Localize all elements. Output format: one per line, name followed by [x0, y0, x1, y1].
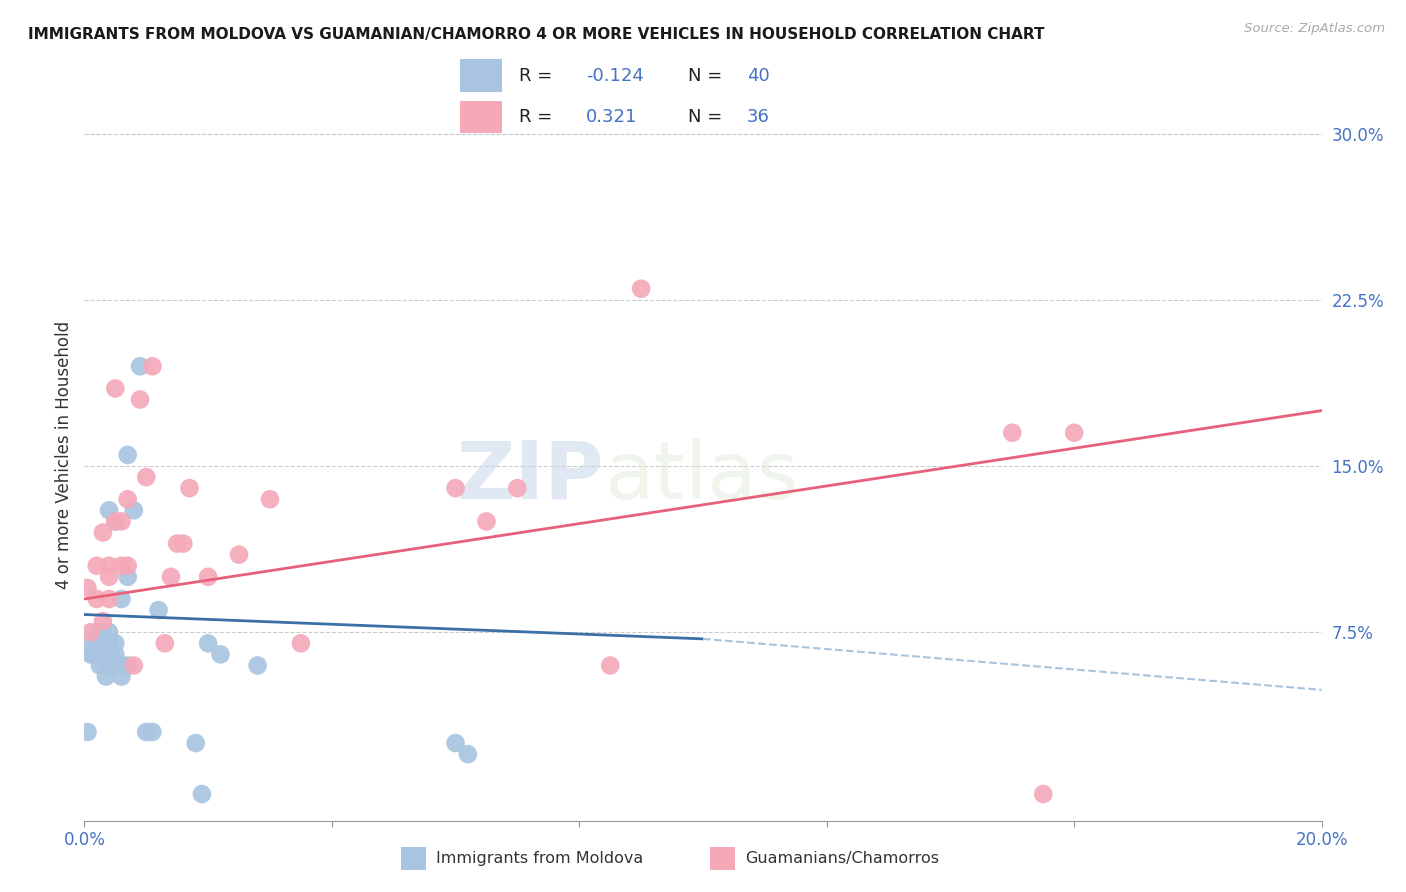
Text: IMMIGRANTS FROM MOLDOVA VS GUAMANIAN/CHAMORRO 4 OR MORE VEHICLES IN HOUSEHOLD CO: IMMIGRANTS FROM MOLDOVA VS GUAMANIAN/CHA…	[28, 27, 1045, 42]
Point	[86, 592, 108, 607]
Point	[129, 392, 152, 407]
Text: ZIP: ZIP	[457, 438, 605, 516]
Point	[117, 492, 139, 507]
Bar	[460, 101, 502, 133]
Point	[259, 492, 281, 507]
Point	[79, 648, 101, 662]
Point	[91, 625, 114, 640]
Point	[141, 725, 163, 739]
Point	[117, 558, 139, 573]
Point	[101, 658, 124, 673]
Point	[1063, 425, 1085, 440]
Point	[148, 603, 170, 617]
Text: atlas: atlas	[605, 438, 799, 516]
Point	[160, 570, 183, 584]
Point	[444, 481, 467, 495]
Point	[506, 481, 529, 495]
Text: R =: R =	[519, 67, 558, 85]
Point	[1001, 425, 1024, 440]
Point	[98, 558, 121, 573]
Point	[122, 503, 145, 517]
Point	[135, 470, 157, 484]
Point	[599, 658, 621, 673]
Point	[457, 747, 479, 761]
Point	[98, 503, 121, 517]
Point	[104, 515, 127, 529]
Text: N =: N =	[688, 109, 727, 127]
Text: 0.321: 0.321	[586, 109, 638, 127]
Point	[91, 632, 114, 646]
Point	[110, 558, 132, 573]
Point	[91, 640, 114, 655]
Point	[153, 636, 176, 650]
Point	[1032, 787, 1054, 801]
Point	[104, 381, 127, 395]
Point	[122, 658, 145, 673]
Point	[91, 636, 114, 650]
Text: Guamanians/Chamorros: Guamanians/Chamorros	[745, 851, 939, 866]
Point	[475, 515, 498, 529]
Point	[110, 592, 132, 607]
Point	[104, 515, 127, 529]
Point	[86, 625, 108, 640]
Point	[228, 548, 250, 562]
Point	[76, 581, 98, 595]
Point	[83, 648, 105, 662]
Point	[110, 515, 132, 529]
Y-axis label: 4 or more Vehicles in Household: 4 or more Vehicles in Household	[55, 321, 73, 589]
Point	[76, 725, 98, 739]
Point	[209, 648, 232, 662]
Point	[104, 636, 127, 650]
Point	[172, 536, 194, 550]
Point	[86, 636, 108, 650]
Point	[246, 658, 269, 673]
Point	[117, 658, 139, 673]
Point	[129, 359, 152, 374]
Point	[444, 736, 467, 750]
Point	[86, 558, 108, 573]
Point	[91, 654, 114, 668]
Point	[98, 636, 121, 650]
Point	[104, 648, 127, 662]
Point	[98, 658, 121, 673]
Point	[166, 536, 188, 550]
Point	[91, 614, 114, 628]
Point	[98, 592, 121, 607]
Point	[191, 787, 214, 801]
Point	[110, 658, 132, 673]
Point	[141, 359, 163, 374]
Text: 36: 36	[747, 109, 769, 127]
Point	[630, 282, 652, 296]
Text: 40: 40	[747, 67, 769, 85]
Point	[179, 481, 201, 495]
Text: Source: ZipAtlas.com: Source: ZipAtlas.com	[1244, 22, 1385, 36]
Point	[197, 570, 219, 584]
Point	[91, 525, 114, 540]
Point	[117, 448, 139, 462]
Text: -0.124: -0.124	[586, 67, 644, 85]
Text: Immigrants from Moldova: Immigrants from Moldova	[436, 851, 643, 866]
Point	[79, 625, 101, 640]
Point	[98, 570, 121, 584]
Point	[94, 669, 117, 683]
Point	[89, 658, 111, 673]
Point	[197, 636, 219, 650]
Point	[290, 636, 312, 650]
Point	[184, 736, 207, 750]
Point	[117, 570, 139, 584]
Bar	[460, 60, 502, 92]
Text: N =: N =	[688, 67, 727, 85]
Point	[98, 625, 121, 640]
Point	[135, 725, 157, 739]
Point	[110, 669, 132, 683]
Point	[98, 648, 121, 662]
Point	[79, 636, 101, 650]
Text: R =: R =	[519, 109, 558, 127]
